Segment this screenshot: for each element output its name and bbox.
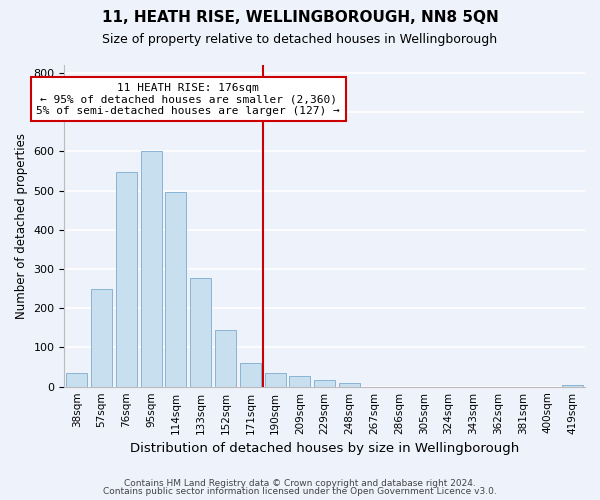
Bar [339, 383, 360, 386]
Bar [240, 363, 261, 386]
Bar [562, 384, 583, 386]
Bar [314, 380, 335, 386]
Text: 11 HEATH RISE: 176sqm
← 95% of detached houses are smaller (2,360)
5% of semi-de: 11 HEATH RISE: 176sqm ← 95% of detached … [37, 82, 340, 116]
Bar [91, 288, 112, 386]
Y-axis label: Number of detached properties: Number of detached properties [15, 133, 28, 319]
Bar [190, 278, 211, 386]
Text: Contains public sector information licensed under the Open Government Licence v3: Contains public sector information licen… [103, 487, 497, 496]
Text: Contains HM Land Registry data © Crown copyright and database right 2024.: Contains HM Land Registry data © Crown c… [124, 478, 476, 488]
Bar [289, 376, 310, 386]
Bar [116, 172, 137, 386]
Bar [215, 330, 236, 386]
Bar [166, 192, 187, 386]
Bar [66, 373, 88, 386]
Text: 11, HEATH RISE, WELLINGBOROUGH, NN8 5QN: 11, HEATH RISE, WELLINGBOROUGH, NN8 5QN [101, 10, 499, 25]
Bar [140, 152, 162, 386]
X-axis label: Distribution of detached houses by size in Wellingborough: Distribution of detached houses by size … [130, 442, 520, 455]
Bar [265, 373, 286, 386]
Text: Size of property relative to detached houses in Wellingborough: Size of property relative to detached ho… [103, 32, 497, 46]
